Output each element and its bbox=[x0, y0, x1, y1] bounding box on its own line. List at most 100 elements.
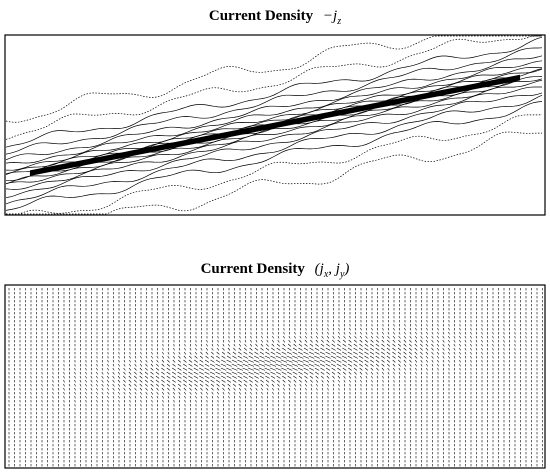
vector-column bbox=[112, 288, 115, 467]
contour-line bbox=[5, 60, 543, 164]
vector-column bbox=[123, 288, 126, 467]
vector-column bbox=[258, 288, 266, 467]
vector-column bbox=[41, 288, 43, 467]
vector-column bbox=[85, 288, 87, 467]
vector-column bbox=[481, 288, 483, 467]
vector-column bbox=[447, 288, 451, 467]
vector-column bbox=[57, 288, 60, 467]
contour-line bbox=[5, 78, 543, 185]
vector-column bbox=[358, 288, 364, 467]
vector-column bbox=[264, 288, 271, 467]
contour-line bbox=[5, 47, 543, 155]
contour-line bbox=[5, 66, 543, 171]
vector-column bbox=[464, 288, 467, 467]
vector-column bbox=[269, 288, 277, 467]
title-text: Current Density bbox=[209, 8, 314, 24]
vector-column bbox=[155, 288, 160, 467]
vector-column bbox=[442, 288, 445, 467]
contour-line bbox=[5, 55, 543, 161]
contour-plot bbox=[5, 35, 543, 215]
vector-column bbox=[237, 288, 243, 467]
vector-column bbox=[177, 288, 182, 467]
vector-column bbox=[144, 288, 149, 467]
vector-column bbox=[139, 288, 143, 467]
vector-column bbox=[193, 288, 199, 467]
vector-column bbox=[325, 288, 331, 467]
panel-title: Current Density −jz bbox=[209, 8, 341, 27]
contour-line bbox=[5, 101, 543, 211]
contour-line bbox=[5, 86, 542, 190]
vector-column bbox=[403, 288, 407, 467]
vector-column bbox=[431, 288, 434, 467]
math-sub: y bbox=[339, 269, 345, 280]
math: ) bbox=[343, 261, 349, 277]
vector-column bbox=[242, 288, 249, 467]
vector-column bbox=[220, 288, 227, 467]
vector-column bbox=[470, 288, 472, 467]
contour-line bbox=[5, 35, 542, 140]
vector-column bbox=[386, 288, 391, 467]
vector-column bbox=[253, 288, 260, 467]
math-sub: x bbox=[323, 269, 329, 280]
vector-column bbox=[425, 288, 429, 467]
contour-line bbox=[5, 68, 543, 175]
vector-column bbox=[209, 288, 216, 467]
panel-title: Current Density (jx, jy) bbox=[201, 261, 350, 280]
vector-column bbox=[420, 288, 423, 467]
contour-core bbox=[29, 77, 521, 175]
vector-column bbox=[150, 288, 154, 467]
vector-column bbox=[247, 288, 255, 467]
vector-column bbox=[375, 288, 380, 467]
vector-column bbox=[204, 288, 210, 467]
vector-column bbox=[286, 288, 293, 467]
vector-column bbox=[369, 288, 375, 467]
vector-column bbox=[117, 288, 121, 467]
vector-column bbox=[319, 288, 326, 467]
vector-column bbox=[508, 288, 511, 467]
vector-column bbox=[291, 288, 299, 467]
contour-line bbox=[5, 79, 543, 185]
contour-line bbox=[5, 68, 543, 175]
vector-column bbox=[74, 288, 76, 467]
contour-line bbox=[5, 94, 543, 205]
vector-column bbox=[492, 288, 494, 467]
math: −j bbox=[323, 8, 337, 24]
vector-column bbox=[215, 288, 221, 467]
vector-column bbox=[90, 288, 93, 467]
vector-column bbox=[52, 288, 54, 467]
vector-column bbox=[68, 288, 71, 467]
vector-column bbox=[106, 288, 110, 467]
vector-column bbox=[182, 288, 188, 467]
math: j bbox=[318, 261, 324, 277]
vector-column bbox=[436, 288, 440, 467]
vector-column bbox=[96, 288, 98, 467]
vector-column bbox=[188, 288, 193, 467]
panel-frame bbox=[4, 34, 546, 216]
contour-core bbox=[29, 74, 521, 172]
vector-column bbox=[392, 288, 396, 467]
vector-column bbox=[231, 288, 238, 467]
vector-column bbox=[330, 288, 337, 467]
vector-column bbox=[314, 288, 320, 467]
contour-line bbox=[6, 131, 542, 215]
panel-frame bbox=[4, 284, 546, 469]
title-text: Current Density bbox=[201, 261, 306, 277]
vector-column bbox=[353, 288, 358, 467]
vector-column bbox=[408, 288, 413, 467]
vector-column bbox=[166, 288, 171, 467]
vector-column bbox=[381, 288, 385, 467]
vector-column bbox=[79, 288, 82, 467]
vector-column bbox=[336, 288, 342, 467]
vector-column bbox=[397, 288, 402, 467]
vector-column bbox=[453, 288, 456, 467]
contour-line bbox=[6, 114, 543, 215]
contour-line bbox=[5, 35, 542, 123]
contour-core bbox=[29, 78, 521, 176]
vector-field bbox=[8, 288, 543, 467]
vector-column bbox=[414, 288, 418, 467]
vector-column bbox=[308, 288, 315, 467]
vector-column bbox=[503, 288, 505, 467]
vector-column bbox=[486, 288, 489, 467]
contour-line bbox=[5, 92, 543, 199]
vector-column bbox=[364, 288, 369, 467]
